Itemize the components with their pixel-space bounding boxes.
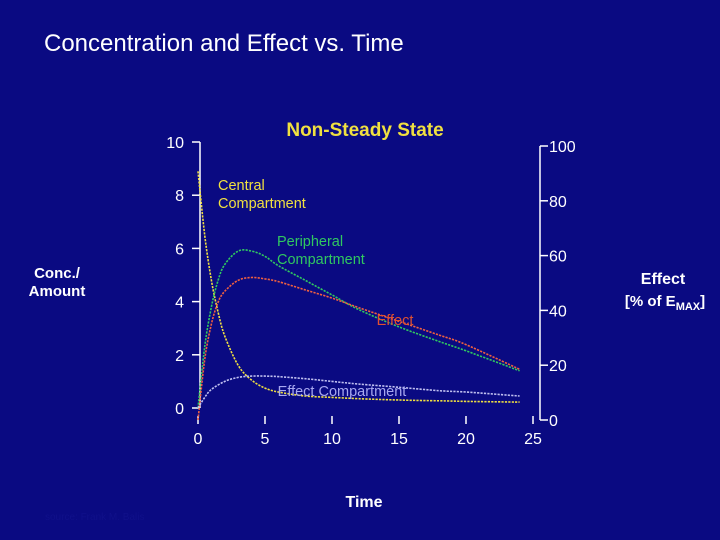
right-y-tick-label: 0 (549, 413, 558, 430)
x-axis-title: Time (345, 494, 382, 511)
left-y-tick-label: 8 (175, 188, 184, 205)
label-layer: Non-Steady State Time Conc./Amount Effect [%… (29, 120, 705, 511)
source-note: source: Frank M. Balis (45, 512, 145, 523)
right-y-axis-subtitle-prefix: [% of E (625, 293, 676, 310)
effect-label: Effect (377, 313, 414, 329)
x-tick-label: 10 (323, 431, 341, 448)
peripheral-compartment-label-line2: Compartment (277, 252, 365, 268)
left-y-tick-label: 0 (175, 401, 184, 418)
effect-line (197, 276, 520, 421)
slide-title: Concentration and Effect vs. Time (44, 30, 404, 57)
left-y-tick-label: 10 (166, 135, 184, 152)
left-y-axis-title-line: Amount (29, 283, 86, 300)
right-y-axis-subtitle: [% of EMAX] (625, 293, 705, 313)
right-y-axis-subtitle-suffix: ] (700, 293, 705, 310)
central-compartment-line (197, 171, 520, 403)
left-y-axis-title: Conc./Amount (29, 265, 86, 300)
right-y-tick-label: 20 (549, 358, 567, 375)
peripheral-compartment-label: Peripheral Compartment (277, 234, 365, 268)
left-y-tick-label: 6 (175, 241, 184, 258)
right-y-tick-label: 100 (549, 139, 576, 156)
x-tick-label: 5 (261, 431, 270, 448)
central-compartment-label: Central Compartment (218, 178, 306, 212)
x-tick-label: 25 (524, 431, 542, 448)
effect-label-line1: Effect (377, 313, 414, 329)
x-tick-label: 0 (194, 431, 203, 448)
left-y-tick-label: 4 (175, 295, 184, 312)
chart-title: Non-Steady State (286, 120, 443, 141)
left-y-tick-label: 2 (175, 348, 184, 365)
left-y-axis-title-line: Conc./ (34, 265, 81, 282)
peripheral-compartment-line (197, 249, 520, 409)
central-compartment-label-line1: Central (218, 178, 265, 194)
peripheral-compartment-label-line1: Peripheral (277, 234, 343, 250)
effect-compartment-line (197, 375, 520, 409)
x-tick-label: 20 (457, 431, 475, 448)
series-layer (197, 171, 520, 421)
effect-compartment-label-line1: Effect Compartment (278, 384, 407, 400)
right-y-axis-subtitle-sub: MAX (676, 301, 701, 313)
x-tick-label: 15 (390, 431, 408, 448)
central-compartment-label-line2: Compartment (218, 196, 306, 212)
right-y-tick-label: 40 (549, 303, 567, 320)
right-y-tick-label: 60 (549, 249, 567, 266)
right-y-axis-title: Effect (641, 271, 686, 288)
effect-compartment-label: Effect Compartment (278, 384, 407, 400)
right-y-tick-label: 80 (549, 194, 567, 211)
